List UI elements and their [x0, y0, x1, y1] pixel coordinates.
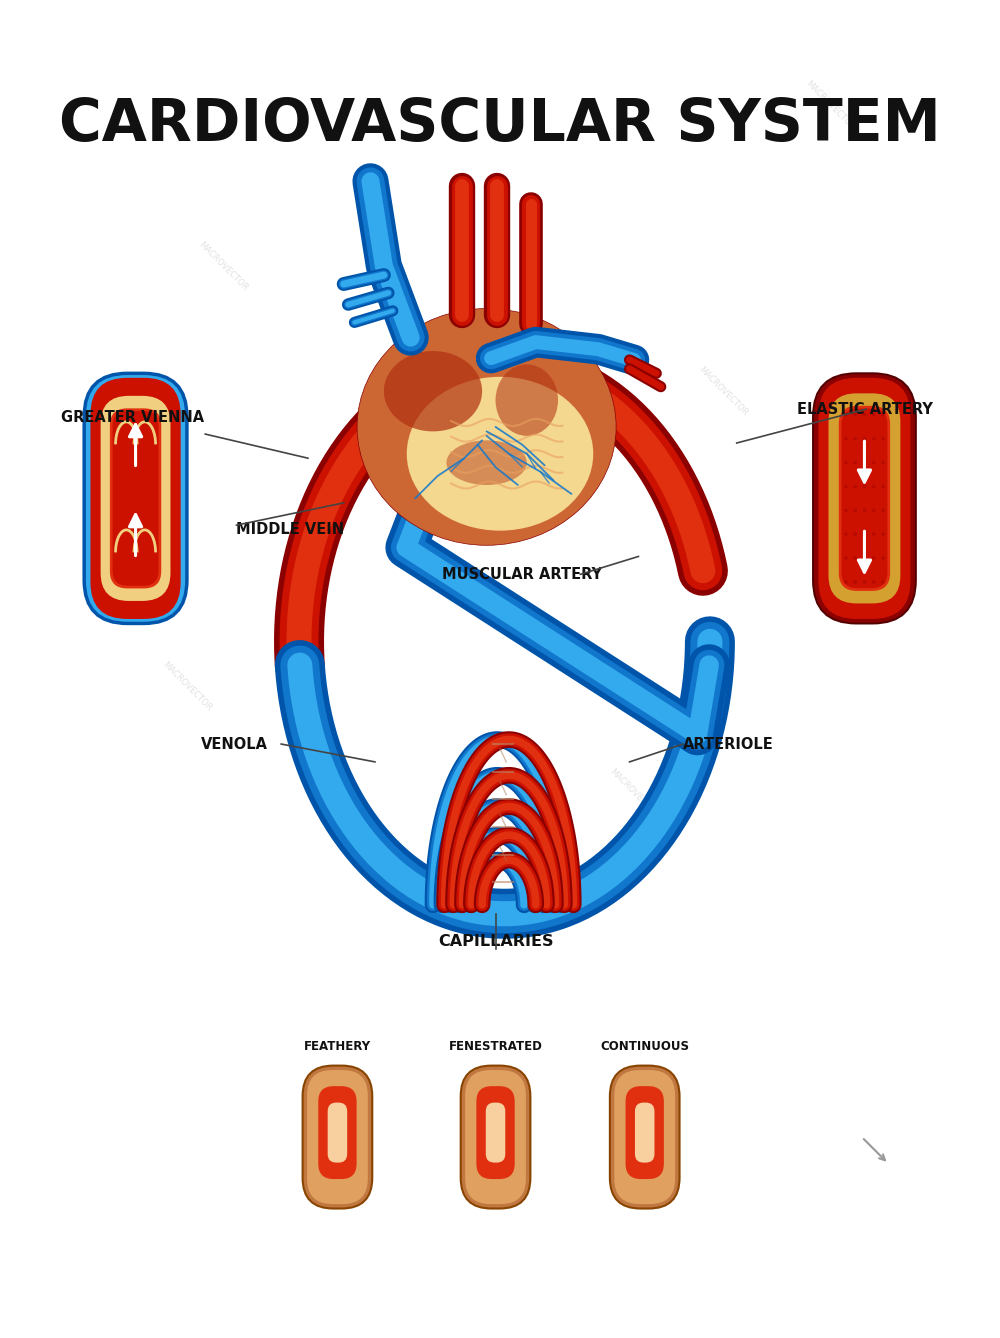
Ellipse shape: [863, 581, 866, 583]
FancyBboxPatch shape: [303, 1065, 372, 1208]
Text: MACROVECTOR: MACROVECTOR: [161, 660, 214, 712]
Ellipse shape: [872, 413, 875, 416]
FancyBboxPatch shape: [84, 373, 187, 624]
FancyBboxPatch shape: [476, 1086, 515, 1179]
Ellipse shape: [357, 309, 616, 546]
FancyBboxPatch shape: [328, 1103, 347, 1163]
FancyBboxPatch shape: [465, 1070, 526, 1204]
Ellipse shape: [881, 438, 885, 440]
Ellipse shape: [872, 581, 875, 583]
Ellipse shape: [863, 508, 866, 512]
Text: ELASTIC ARTERY: ELASTIC ARTERY: [797, 401, 933, 416]
Ellipse shape: [881, 413, 885, 416]
FancyBboxPatch shape: [841, 408, 887, 589]
Ellipse shape: [853, 581, 857, 583]
Ellipse shape: [872, 557, 875, 559]
FancyBboxPatch shape: [626, 1086, 664, 1179]
Ellipse shape: [872, 484, 875, 488]
FancyBboxPatch shape: [307, 1070, 368, 1204]
Ellipse shape: [853, 460, 857, 464]
Ellipse shape: [853, 508, 857, 512]
FancyBboxPatch shape: [110, 408, 161, 589]
FancyBboxPatch shape: [818, 377, 910, 619]
Ellipse shape: [844, 460, 848, 464]
FancyBboxPatch shape: [113, 411, 159, 586]
Text: FENESTRATED: FENESTRATED: [449, 1040, 542, 1053]
Ellipse shape: [844, 413, 848, 416]
FancyBboxPatch shape: [828, 393, 900, 603]
Ellipse shape: [844, 484, 848, 488]
Text: MUSCULAR ARTERY: MUSCULAR ARTERY: [442, 567, 602, 582]
Ellipse shape: [872, 438, 875, 440]
Text: VENOLA: VENOLA: [201, 736, 268, 752]
Ellipse shape: [872, 508, 875, 512]
Text: GREATER VIENNA: GREATER VIENNA: [61, 411, 204, 425]
Ellipse shape: [872, 533, 875, 537]
Text: MACROVECTOR: MACROVECTOR: [197, 240, 249, 293]
Ellipse shape: [853, 533, 857, 537]
Ellipse shape: [844, 581, 848, 583]
Text: CARDIOVASCULAR SYSTEM: CARDIOVASCULAR SYSTEM: [59, 96, 941, 154]
Text: MACROVECTOR: MACROVECTOR: [608, 767, 660, 819]
Ellipse shape: [863, 557, 866, 559]
Ellipse shape: [863, 533, 866, 537]
Ellipse shape: [844, 533, 848, 537]
Ellipse shape: [853, 438, 857, 440]
Ellipse shape: [496, 364, 558, 436]
FancyBboxPatch shape: [461, 1065, 530, 1208]
Ellipse shape: [844, 438, 848, 440]
Text: MACROVECTOR: MACROVECTOR: [697, 365, 750, 417]
FancyBboxPatch shape: [839, 405, 890, 591]
Ellipse shape: [853, 484, 857, 488]
FancyBboxPatch shape: [101, 396, 170, 601]
Ellipse shape: [881, 460, 885, 464]
Ellipse shape: [863, 460, 866, 464]
Ellipse shape: [407, 377, 593, 531]
Text: FEATHERY: FEATHERY: [304, 1040, 371, 1053]
Text: MACROVECTOR: MACROVECTOR: [804, 79, 857, 131]
FancyBboxPatch shape: [318, 1086, 357, 1179]
Text: CAPILLARIES: CAPILLARIES: [438, 934, 553, 950]
Ellipse shape: [384, 351, 482, 431]
FancyBboxPatch shape: [90, 377, 181, 619]
Ellipse shape: [881, 581, 885, 583]
Ellipse shape: [881, 533, 885, 537]
Ellipse shape: [863, 413, 866, 416]
Ellipse shape: [863, 484, 866, 488]
Ellipse shape: [844, 508, 848, 512]
Text: CONTINUOUS: CONTINUOUS: [600, 1040, 689, 1053]
Ellipse shape: [853, 413, 857, 416]
Ellipse shape: [881, 484, 885, 488]
Ellipse shape: [446, 440, 527, 484]
FancyBboxPatch shape: [614, 1070, 675, 1204]
FancyBboxPatch shape: [610, 1065, 680, 1208]
FancyBboxPatch shape: [813, 373, 916, 624]
Ellipse shape: [872, 460, 875, 464]
Ellipse shape: [844, 557, 848, 559]
FancyBboxPatch shape: [486, 1103, 505, 1163]
Ellipse shape: [881, 557, 885, 559]
Ellipse shape: [863, 438, 866, 440]
Text: ARTERIOLE: ARTERIOLE: [683, 736, 774, 752]
Ellipse shape: [881, 508, 885, 512]
Text: MIDDLE VEIN: MIDDLE VEIN: [236, 522, 345, 537]
FancyBboxPatch shape: [635, 1103, 654, 1163]
Ellipse shape: [853, 557, 857, 559]
